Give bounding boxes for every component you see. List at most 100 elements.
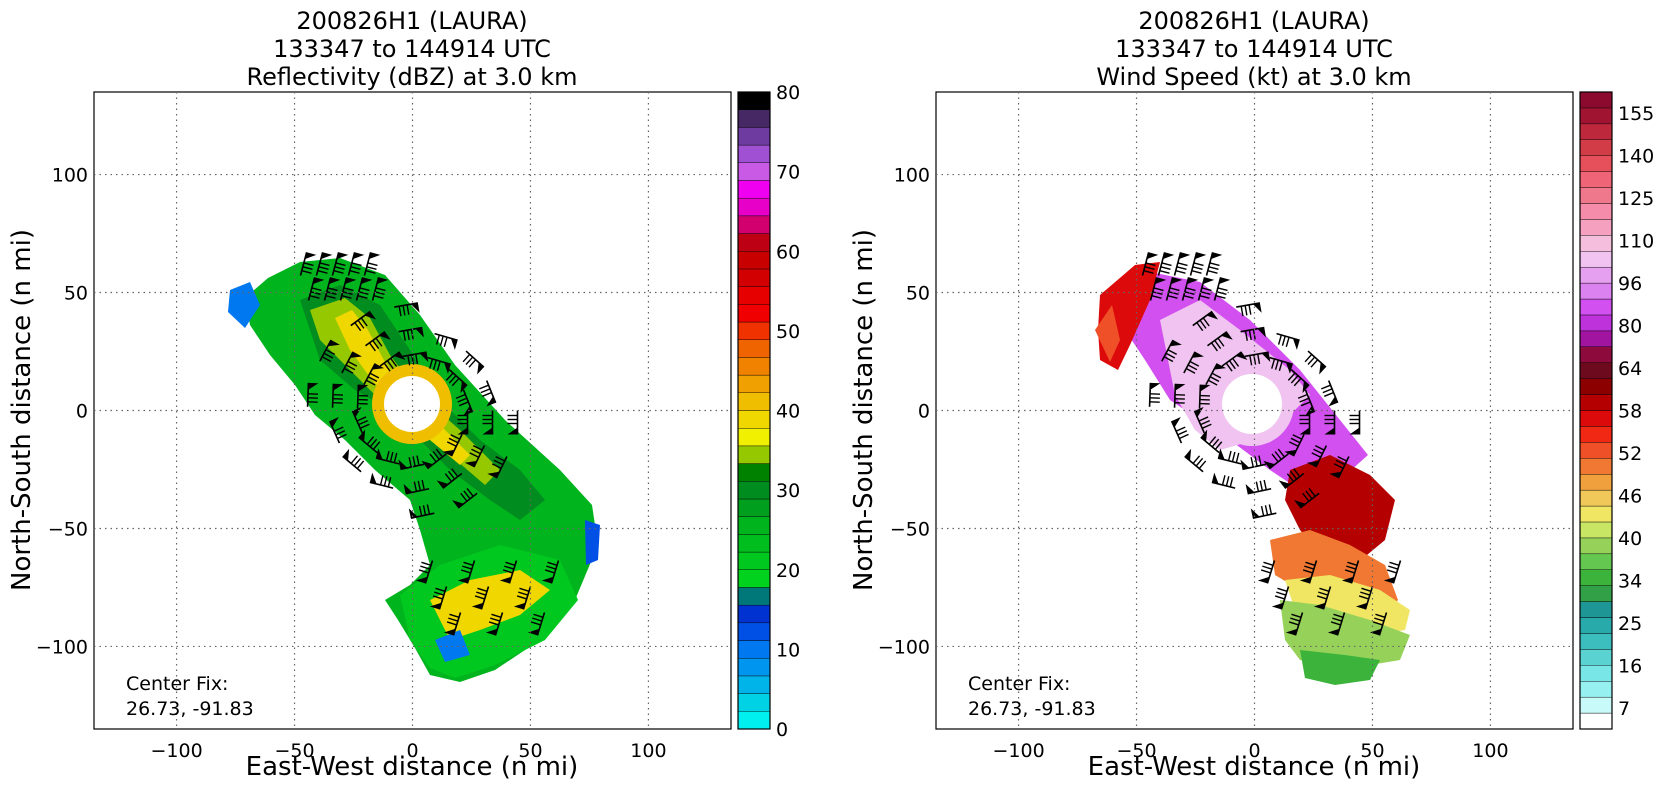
colorbar-segment (737, 215, 771, 234)
colorbar-tick-label: 7 (1618, 698, 1630, 720)
wind-barb-flag (376, 277, 389, 285)
wind-barb-feather (479, 384, 489, 390)
wind-barb-feather (387, 477, 392, 488)
wind-barb-feather (1159, 269, 1170, 274)
reflectivity-field (228, 258, 600, 682)
wind-barb-feather (358, 419, 369, 426)
wind-barb-flag (1146, 252, 1159, 260)
wind-barb-flag (1286, 362, 1293, 374)
wind-barb-feather (373, 294, 384, 299)
wind-barb-feather (465, 356, 474, 365)
colorbar-segment (737, 658, 771, 677)
colorbar-tick-label: 40 (1618, 528, 1642, 550)
wind-barb (1173, 252, 1191, 276)
colorbar-segment (737, 463, 771, 482)
wind-barb-flag (1221, 331, 1233, 340)
wind-barb-flag (1261, 352, 1271, 363)
wind-barb (356, 384, 369, 409)
colorbar-tick-label: 80 (776, 82, 800, 104)
wind-barb-feather (350, 455, 359, 464)
wind-barb-flag (1328, 396, 1338, 407)
wind-barb (379, 351, 406, 372)
wind-barb-feather (1179, 433, 1189, 440)
wind-barb-staff (341, 351, 354, 374)
wind-barb-feather (350, 266, 361, 271)
reflectivity-panel: 200826H1 (LAURA) 133347 to 144914 UTC Re… (7, 7, 800, 782)
colorbar-segment (1579, 187, 1613, 204)
wind-barb (342, 448, 365, 473)
wind-barb-flag (463, 405, 473, 416)
wind-barb-feather (416, 455, 420, 466)
wind-barb (1217, 448, 1242, 465)
wind-barb-flag (436, 480, 449, 489)
wind-barb-feather (519, 587, 530, 592)
wind-barb-feather (448, 617, 459, 622)
y-tick-label: 50 (64, 283, 88, 305)
wind-barb-feather (383, 362, 391, 372)
colorbar-segment (1579, 203, 1613, 220)
wind-barb-flag (1210, 252, 1223, 260)
colorbar-segment (737, 268, 771, 287)
echo-fringe-se (585, 520, 600, 565)
wind-barb-flag (1329, 471, 1342, 479)
wind-barb-feather (372, 441, 381, 450)
colorbar-segment (737, 91, 771, 110)
wind-barb-staff (1307, 350, 1327, 368)
wind-barb (1297, 389, 1316, 416)
wind-barb-feather (1244, 330, 1248, 341)
title-line-3: Reflectivity (dBZ) at 3.0 km (247, 63, 578, 91)
colorbar-segment (737, 640, 771, 659)
wind-barb-feather (1189, 360, 1200, 367)
colorbar-segment (1579, 553, 1613, 570)
wind-barb-feather (451, 377, 460, 387)
wind-barb-feather (1214, 340, 1222, 349)
wind-barb-staff (1299, 492, 1320, 509)
wind-barb-feather (462, 565, 473, 570)
wind-barb-feather (421, 561, 432, 566)
wind-barb-flag (342, 448, 350, 461)
colorbar-segment (737, 587, 771, 606)
colorbar-segment (1579, 537, 1613, 555)
wind-barb-feather (451, 468, 459, 478)
wind-barb-feather (354, 322, 362, 332)
wind-barb-feather (1167, 294, 1178, 299)
wind-barb (1148, 382, 1161, 407)
wind-barb-flag (1154, 277, 1167, 285)
wind-barb (1306, 445, 1328, 468)
wind-barb-feather (426, 504, 431, 515)
wind-barb-flag (1278, 480, 1291, 489)
colorbar-segment (1579, 330, 1613, 348)
wind-barb-feather (375, 287, 386, 292)
wind-barb (1221, 351, 1248, 372)
wind-barb-feather (1143, 269, 1154, 274)
wind-barb-staff (1183, 351, 1196, 374)
y-tick-label: 0 (76, 401, 88, 423)
wind-barb (457, 560, 476, 584)
wind-barb-feather (1375, 613, 1386, 618)
wind-barb (1184, 448, 1207, 473)
wind-barb-feather (390, 357, 398, 367)
wind-barb-feather (359, 423, 370, 429)
wind-barb (1327, 612, 1346, 636)
wind-barb-feather (421, 479, 425, 490)
eye (384, 376, 440, 432)
colorbar-segment (1579, 107, 1613, 125)
wind-barb-feather (1271, 358, 1276, 369)
wind-barb-flag (485, 628, 498, 636)
colorbar-segment (737, 180, 771, 199)
wind-barb-feather (333, 269, 344, 274)
wind-barb (1173, 383, 1186, 408)
wind-barb (1285, 612, 1304, 636)
colorbar-segment (737, 675, 771, 694)
wind-barb-feather (393, 452, 398, 463)
wind-barb (363, 363, 385, 386)
wind-barb-flag (1186, 277, 1199, 285)
wind-barb (1240, 326, 1266, 341)
y-tick-label: 0 (918, 401, 930, 423)
wind-barb (319, 339, 340, 363)
wind-barb (541, 560, 560, 584)
wind-barb-feather (318, 266, 329, 271)
wind-barb-flag (360, 277, 373, 285)
y-tick-label: −100 (36, 636, 88, 658)
wind-barb-staff (1148, 382, 1152, 407)
